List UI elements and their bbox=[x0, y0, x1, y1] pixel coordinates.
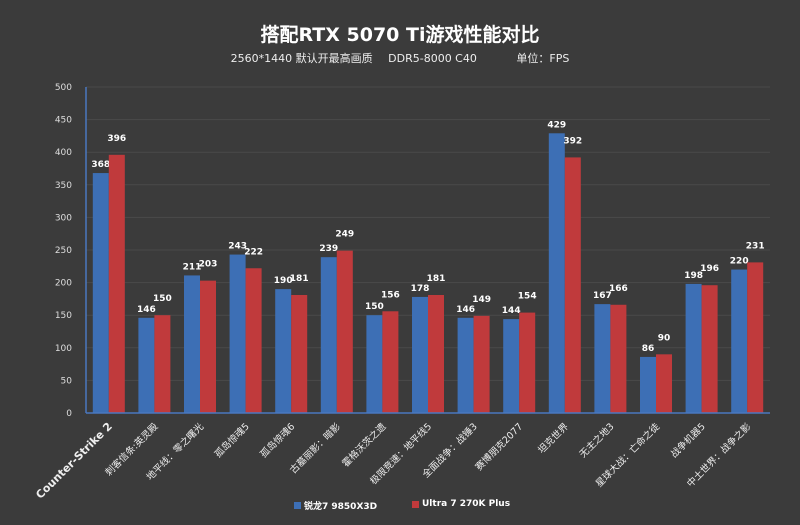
bar bbox=[503, 319, 520, 413]
data-label: 243 bbox=[228, 242, 247, 252]
data-label: 167 bbox=[593, 291, 612, 301]
bar bbox=[656, 354, 672, 413]
y-tick-label: 250 bbox=[55, 246, 72, 256]
bar bbox=[245, 268, 262, 413]
data-label: 150 bbox=[365, 302, 384, 312]
bar bbox=[519, 312, 536, 413]
x-tick-label: 无主之地3 bbox=[577, 421, 617, 461]
bar bbox=[291, 294, 308, 413]
x-tick-label: 赛博朋克2077 bbox=[473, 421, 525, 473]
x-tick-label: Counter-Strike 2 bbox=[33, 420, 115, 502]
data-label: 249 bbox=[335, 230, 354, 240]
chart-subtitle: 2560*1440 默认开最高画质 DDR5-8000 C40 单位：FPS bbox=[0, 50, 800, 66]
y-tick-label: 0 bbox=[66, 409, 72, 419]
data-label: 429 bbox=[547, 120, 566, 130]
y-tick-label: 400 bbox=[55, 148, 72, 158]
bar bbox=[594, 304, 611, 413]
y-tick-label: 50 bbox=[61, 376, 73, 386]
x-tick-label: 战争机器5 bbox=[668, 421, 708, 461]
data-label: 144 bbox=[502, 306, 521, 316]
data-label: 222 bbox=[244, 247, 263, 257]
y-tick-label: 150 bbox=[55, 311, 72, 321]
legend-swatch-red bbox=[412, 500, 419, 508]
legend-label: 锐龙7 9850X3D bbox=[304, 502, 378, 512]
data-label: 181 bbox=[290, 274, 309, 284]
y-tick-label: 200 bbox=[55, 279, 72, 289]
legend-label: Ultra 7 270K Plus bbox=[422, 499, 511, 509]
bar bbox=[275, 289, 292, 413]
data-label: 146 bbox=[137, 305, 156, 315]
y-tick-label: 450 bbox=[55, 116, 72, 126]
bar bbox=[336, 250, 353, 413]
legend-swatch-blue bbox=[294, 502, 301, 509]
data-label: 181 bbox=[427, 274, 446, 284]
data-label: 211 bbox=[183, 262, 202, 272]
data-label: 392 bbox=[563, 136, 582, 146]
y-tick-label: 350 bbox=[55, 181, 72, 191]
x-tick-label: 孤岛惊魂5 bbox=[212, 421, 252, 461]
bar bbox=[154, 315, 171, 413]
data-label: 150 bbox=[153, 294, 172, 304]
bar bbox=[184, 275, 200, 413]
data-label: 196 bbox=[700, 264, 719, 274]
bar bbox=[610, 304, 627, 413]
bar bbox=[92, 173, 109, 413]
subtitle-resolution: 2560*1440 默认开最高画质 bbox=[230, 52, 373, 65]
data-label: 146 bbox=[456, 305, 475, 315]
bar bbox=[457, 317, 474, 413]
bar bbox=[108, 154, 125, 414]
data-label: 396 bbox=[107, 134, 126, 144]
subtitle-unit: 单位：FPS bbox=[516, 52, 570, 65]
legend-item-series-2: Ultra 7 270K Plus bbox=[412, 499, 510, 509]
y-tick-label: 300 bbox=[55, 213, 72, 223]
chart-title: 搭配RTX 5070 Ti游戏性能对比 bbox=[260, 24, 540, 46]
data-label: 239 bbox=[319, 244, 338, 254]
x-tick-label: 霍格沃茨之遗 bbox=[340, 420, 389, 469]
data-label: 190 bbox=[274, 276, 293, 286]
data-label: 178 bbox=[411, 284, 430, 294]
bar bbox=[412, 296, 428, 413]
y-tick-label: 100 bbox=[55, 344, 72, 354]
bar bbox=[320, 257, 337, 413]
bar bbox=[229, 254, 246, 413]
data-label: 203 bbox=[199, 260, 218, 270]
data-label: 166 bbox=[609, 284, 628, 294]
bar bbox=[138, 317, 155, 413]
y-tick-label: 500 bbox=[55, 83, 72, 93]
bar bbox=[640, 356, 656, 413]
data-label: 198 bbox=[684, 271, 703, 281]
data-label: 220 bbox=[730, 257, 749, 267]
bar bbox=[428, 294, 444, 413]
data-label: 154 bbox=[518, 292, 537, 302]
data-label: 231 bbox=[746, 241, 765, 251]
bar bbox=[473, 315, 490, 413]
bar bbox=[366, 315, 383, 413]
bar bbox=[564, 157, 581, 413]
bar bbox=[685, 283, 702, 413]
data-label: 86 bbox=[642, 344, 655, 354]
bar bbox=[747, 262, 764, 413]
bar bbox=[548, 133, 565, 414]
data-label: 368 bbox=[91, 160, 110, 170]
bar bbox=[382, 311, 399, 413]
data-label: 90 bbox=[658, 333, 671, 343]
data-label: 149 bbox=[472, 295, 491, 305]
subtitle-memory: DDR5-8000 C40 bbox=[388, 52, 477, 65]
data-label: 156 bbox=[381, 290, 400, 300]
x-tick-label: 孤岛惊魂6 bbox=[258, 421, 298, 461]
x-tick-label: 坦克世界 bbox=[536, 420, 572, 456]
bar bbox=[731, 269, 748, 413]
legend-item-series-1: 锐龙7 9850X3D bbox=[294, 499, 377, 512]
bar bbox=[200, 280, 216, 413]
bar bbox=[701, 285, 718, 413]
